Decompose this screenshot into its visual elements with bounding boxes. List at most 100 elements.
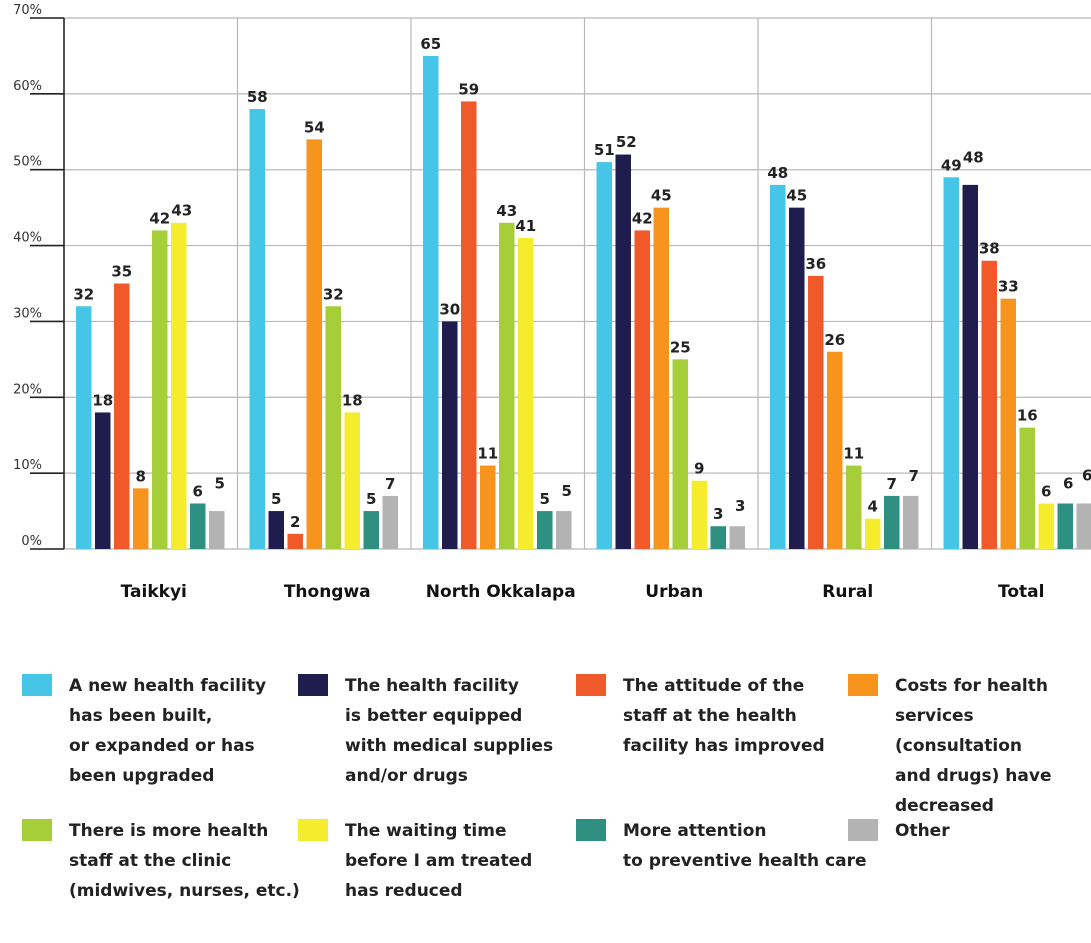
bar xyxy=(962,184,978,549)
data-label: 6 xyxy=(193,482,203,500)
y-tick-label: 0% xyxy=(21,534,42,549)
data-label: 32 xyxy=(323,285,344,303)
bar xyxy=(325,306,341,549)
bar xyxy=(423,55,439,550)
y-tick-label: 50% xyxy=(13,155,42,170)
bar xyxy=(884,495,900,549)
bar xyxy=(1000,298,1016,549)
bar xyxy=(943,177,959,550)
data-label: 48 xyxy=(767,164,788,182)
data-label: 30 xyxy=(439,300,460,318)
y-tick-label: 70% xyxy=(13,3,42,18)
bar xyxy=(770,184,786,549)
category-label: North Okkalapa xyxy=(426,582,576,602)
data-label: 35 xyxy=(111,263,132,281)
data-label: 54 xyxy=(304,118,325,136)
bar xyxy=(190,503,206,549)
data-label: 33 xyxy=(998,278,1019,296)
bar xyxy=(634,230,650,549)
data-label: 7 xyxy=(887,475,897,493)
y-tick-label: 40% xyxy=(13,231,42,246)
data-label: 38 xyxy=(979,240,1000,258)
data-label: 25 xyxy=(670,338,691,356)
bar xyxy=(480,465,496,549)
y-tick-label: 30% xyxy=(13,306,42,321)
data-label: 49 xyxy=(941,156,962,174)
y-tick-label: 10% xyxy=(13,458,42,473)
data-label: 7 xyxy=(909,467,919,485)
data-label: 18 xyxy=(92,391,113,409)
bar xyxy=(1057,503,1073,549)
bar xyxy=(903,495,919,549)
data-label: 45 xyxy=(651,187,672,205)
bar xyxy=(76,306,92,549)
bar xyxy=(461,101,477,549)
bar xyxy=(596,162,612,549)
data-label: 3 xyxy=(713,505,723,523)
data-label: 9 xyxy=(694,460,704,478)
y-tick-label: 60% xyxy=(13,79,42,94)
data-label: 18 xyxy=(342,391,363,409)
data-label: 32 xyxy=(73,285,94,303)
data-label: 42 xyxy=(149,209,170,227)
bar xyxy=(95,412,111,549)
bar xyxy=(865,518,881,549)
bar xyxy=(499,222,515,550)
bar xyxy=(981,260,997,549)
data-label: 4 xyxy=(868,498,878,516)
data-label: 51 xyxy=(594,141,615,159)
bar xyxy=(653,207,669,549)
data-label: 6 xyxy=(1082,466,1091,484)
bar xyxy=(114,283,130,549)
data-label: 5 xyxy=(271,490,281,508)
bar xyxy=(171,222,187,550)
bar xyxy=(691,480,707,549)
bar xyxy=(518,237,534,549)
bar xyxy=(556,511,572,549)
data-label: 26 xyxy=(824,331,845,349)
bar xyxy=(846,465,862,549)
category-label: Urban xyxy=(645,582,703,602)
bar xyxy=(827,351,843,549)
data-label: 3 xyxy=(735,497,745,515)
bar xyxy=(442,321,458,549)
bar xyxy=(268,511,284,549)
data-label: 52 xyxy=(616,133,637,151)
bar xyxy=(382,495,398,549)
data-label: 5 xyxy=(366,490,376,508)
data-label: 45 xyxy=(786,187,807,205)
bar xyxy=(672,359,688,549)
data-label: 43 xyxy=(171,201,192,219)
data-label: 43 xyxy=(496,202,517,220)
data-label: 11 xyxy=(477,445,498,463)
bar xyxy=(789,207,805,549)
bar xyxy=(344,412,360,549)
bar xyxy=(209,511,225,549)
data-label: 11 xyxy=(843,445,864,463)
data-label: 6 xyxy=(1041,482,1051,500)
data-label: 65 xyxy=(420,35,441,53)
bar xyxy=(1076,503,1091,549)
data-label: 2 xyxy=(290,513,300,531)
data-label: 59 xyxy=(458,80,479,98)
category-label: Total xyxy=(998,582,1044,602)
bar xyxy=(615,154,631,550)
data-label: 8 xyxy=(136,467,146,485)
data-label: 36 xyxy=(805,255,826,273)
bar xyxy=(249,109,265,550)
data-label: 5 xyxy=(215,474,225,492)
bar xyxy=(133,488,149,549)
bar xyxy=(287,533,303,549)
category-label: Rural xyxy=(822,582,873,602)
category-label: Taikkyi xyxy=(121,582,187,602)
bar xyxy=(808,275,824,549)
bar xyxy=(363,511,379,549)
bar xyxy=(152,230,168,549)
category-label: Thongwa xyxy=(284,582,371,602)
data-label: 48 xyxy=(963,148,984,166)
y-tick-label: 20% xyxy=(13,382,42,397)
data-label: 6 xyxy=(1063,474,1073,492)
bar xyxy=(729,526,745,549)
data-label: 41 xyxy=(515,217,536,235)
